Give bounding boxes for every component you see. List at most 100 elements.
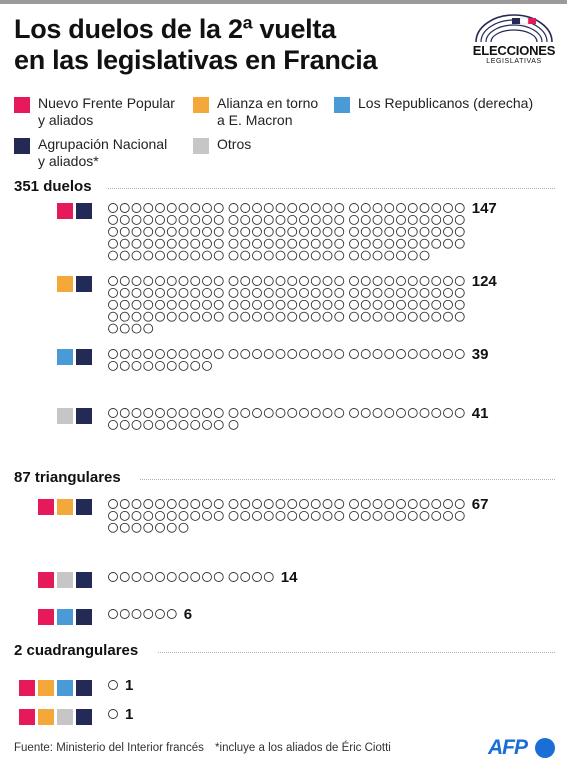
unit-circle: [431, 499, 442, 509]
unit-circle: [228, 499, 239, 509]
unit-circle: [213, 238, 224, 249]
party-square-nfp: [38, 499, 54, 515]
unit-circle: [349, 287, 359, 298]
party-square-rn: [76, 408, 92, 424]
unit-circle: [166, 276, 177, 286]
unit-circle: [310, 276, 321, 286]
unit-circle: [108, 299, 118, 310]
unit-circle: [178, 499, 189, 509]
unit-circle: [131, 419, 142, 430]
unit-circle: [166, 349, 177, 359]
unit-circle: [443, 349, 453, 359]
party-square-nfp: [57, 203, 73, 219]
unit-circle: [143, 299, 154, 310]
unit-circle: [190, 510, 201, 521]
unit-circle: [299, 349, 309, 359]
unit-circle: [287, 311, 298, 322]
unit-circle: [299, 287, 309, 298]
unit-circle: [190, 499, 201, 509]
legend-label: Alianza en torno a E. Macron: [217, 95, 319, 128]
section-divider: [140, 479, 555, 480]
unit-circle: [143, 226, 154, 237]
group-count-label: 124: [471, 273, 497, 290]
unit-circle: [190, 408, 201, 418]
unit-circle: [131, 250, 142, 261]
legend-item-otros: Otros: [193, 136, 251, 154]
unit-circle: [119, 287, 130, 298]
unit-circle: [155, 572, 165, 582]
unit-circle: [178, 360, 189, 371]
unit-circle: [108, 214, 118, 225]
party-square-rn: [76, 203, 92, 219]
unit-circle: [263, 238, 274, 249]
unit-circle: [119, 572, 130, 582]
unit-circle: [372, 287, 383, 298]
unit-circle: [299, 311, 309, 322]
party-square-otros: [57, 709, 73, 725]
unit-circle: [213, 419, 224, 430]
unit-circle: [119, 226, 130, 237]
unit-circle: [143, 522, 154, 533]
unit-circle: [252, 203, 262, 213]
unit-circle: [443, 238, 453, 249]
unit-circle: [407, 299, 418, 310]
unit-circle: [190, 214, 201, 225]
unit-circle: [131, 276, 142, 286]
unit-circle: [252, 287, 262, 298]
unit-circle: [202, 287, 212, 298]
unit-circle: [372, 203, 383, 213]
unit-circle: [240, 349, 251, 359]
unit-circle: [263, 203, 274, 213]
unit-circle: [213, 349, 224, 359]
party-square-macron: [38, 709, 54, 725]
unit-circle: [419, 510, 430, 521]
legend-item-macron: Alianza en torno a E. Macron: [193, 95, 318, 129]
logo-subword: LEGISLATIVAS: [486, 58, 542, 65]
unit-circle: [228, 276, 239, 286]
unit-circle: [360, 250, 371, 261]
party-square-nfp: [38, 572, 54, 588]
unit-circle: [349, 299, 359, 310]
unit-circle: [119, 250, 130, 261]
unit-circle: [119, 408, 130, 418]
unit-circle: [299, 214, 309, 225]
unit-circle: [275, 408, 286, 418]
unit-circle: [190, 238, 201, 249]
party-square-macron: [57, 499, 73, 515]
unit-circle: [443, 408, 453, 418]
unit-circle: [143, 287, 154, 298]
unit-circle: [190, 419, 201, 430]
unit-circle: [334, 510, 345, 521]
unit-circle: [360, 203, 371, 213]
section-title: 87 triangulares: [14, 469, 121, 486]
unit-circle: [143, 360, 154, 371]
unit-circle: [178, 203, 189, 213]
unit-circle: [131, 311, 142, 322]
unit-circle: [166, 499, 177, 509]
unit-circle: [275, 349, 286, 359]
unit-circle: [155, 214, 165, 225]
unit-circle: [252, 226, 262, 237]
unit-circle: [240, 572, 251, 582]
unit-circle: [119, 510, 130, 521]
unit-circle: [178, 299, 189, 310]
unit-circle: [252, 408, 262, 418]
unit-circle: [178, 214, 189, 225]
unit-circle: [240, 287, 251, 298]
unit-circle: [443, 499, 453, 509]
arc-icon: [475, 14, 553, 43]
unit-circle: [213, 408, 224, 418]
unit-circle: [202, 299, 212, 310]
unit-circle: [396, 203, 406, 213]
title-line-2: en las legislativas en Francia: [14, 45, 378, 75]
unit-circle: [372, 276, 383, 286]
unit-circle: [213, 214, 224, 225]
legend-swatch: [14, 138, 30, 154]
unit-circle: [143, 250, 154, 261]
unit-circle: [431, 226, 442, 237]
unit-circle: [202, 408, 212, 418]
unit-circle: [166, 238, 177, 249]
unit-circle: [155, 522, 165, 533]
unit-circle: [275, 276, 286, 286]
unit-circle: [190, 276, 201, 286]
